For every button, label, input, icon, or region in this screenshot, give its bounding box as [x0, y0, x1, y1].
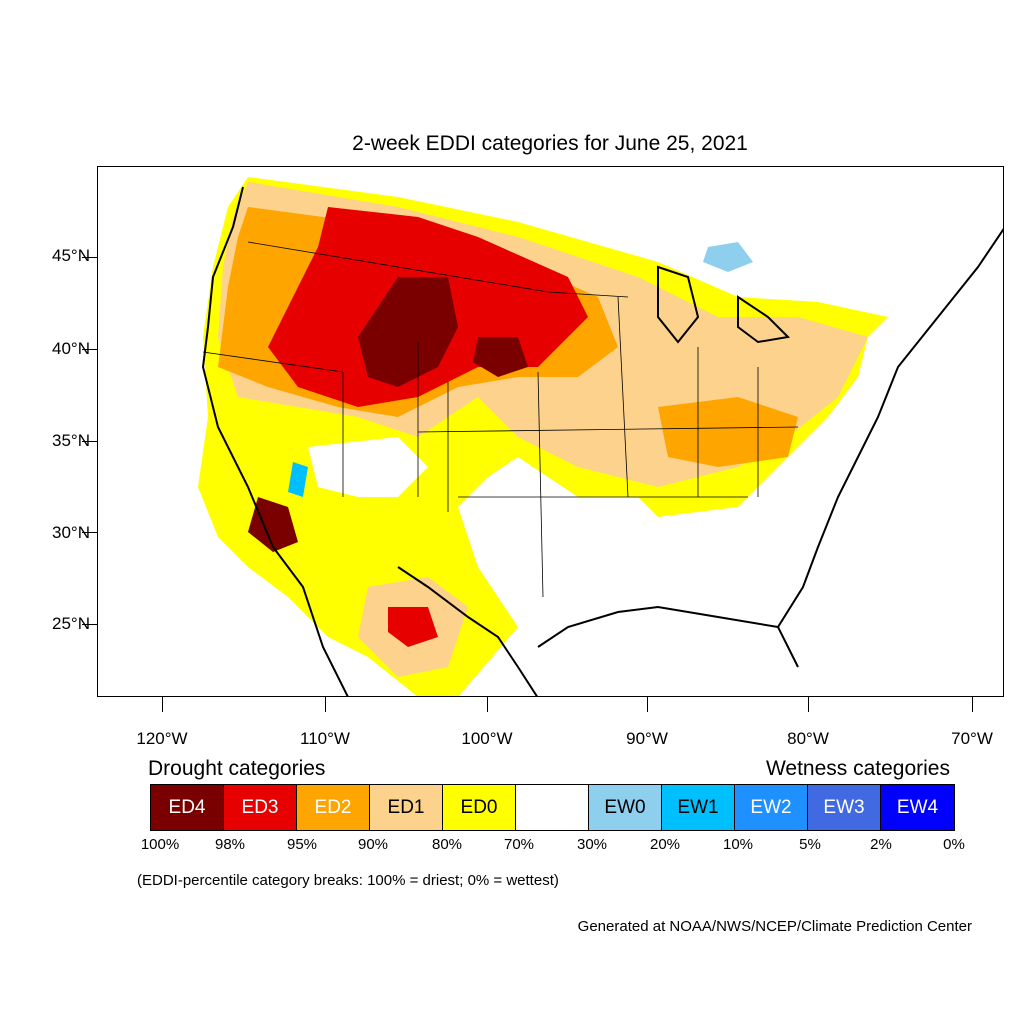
region-normal-south	[488, 497, 678, 637]
region-ed4-arizona	[248, 497, 298, 552]
y-tick-label: 35°N	[52, 431, 90, 450]
y-tick-label: 40°N	[52, 339, 90, 358]
legend-ew1: EW1	[662, 785, 735, 830]
y-tick	[82, 532, 97, 533]
percentile-label: 80%	[431, 836, 463, 853]
percentile-label: 20%	[649, 836, 681, 853]
y-tick	[82, 349, 97, 350]
percentile-label: 10%	[722, 836, 754, 853]
drought-categories-title: Drought categories	[148, 757, 326, 780]
x-tick	[162, 697, 163, 712]
legend-ew0: EW0	[589, 785, 662, 830]
y-tick-label: 25°N	[52, 614, 90, 633]
percentile-label: 2%	[870, 836, 892, 853]
percentile-label: 90%	[357, 836, 389, 853]
map-plot-area	[97, 166, 1004, 697]
region-ed3-texas	[388, 607, 438, 647]
legend-ed3: ED3	[224, 785, 297, 830]
legend-ed4: ED4	[151, 785, 224, 830]
category-legend: ED4 ED3 ED2 ED1 ED0 EW0 EW1 EW2 EW3 EW4	[150, 784, 955, 831]
x-tick-label: 120°W	[136, 729, 188, 748]
percentile-label: 0%	[943, 836, 965, 853]
region-ew1	[288, 462, 308, 497]
percentile-label: 100%	[140, 836, 180, 853]
y-tick	[82, 624, 97, 625]
legend-ew2: EW2	[735, 785, 808, 830]
legend-ed2: ED2	[297, 785, 370, 830]
x-tick	[647, 697, 648, 712]
category-breaks-note: (EDDI-percentile category breaks: 100% =…	[137, 872, 559, 889]
x-tick-label: 70°W	[951, 729, 993, 748]
percentile-label: 70%	[503, 836, 535, 853]
legend-ew4: EW4	[881, 785, 954, 830]
region-normal-southeast	[658, 497, 798, 607]
y-tick	[82, 257, 97, 258]
region-ed2-ohio	[658, 397, 798, 467]
wetness-categories-title: Wetness categories	[765, 757, 950, 780]
percentile-label: 98%	[214, 836, 246, 853]
percentile-label: 5%	[799, 836, 821, 853]
region-ew0	[703, 242, 753, 272]
x-tick-label: 100°W	[461, 729, 513, 748]
x-tick	[325, 697, 326, 712]
coastlines	[201, 186, 1003, 696]
x-tick	[487, 697, 488, 712]
x-tick-label: 110°W	[300, 729, 350, 748]
state-borders	[202, 241, 799, 598]
credit-line: Generated at NOAA/NWS/NCEP/Climate Predi…	[577, 918, 972, 935]
region-normal	[308, 437, 428, 497]
y-tick	[82, 441, 97, 442]
percentile-label: 95%	[286, 836, 318, 853]
map-title: 2-week EDDI categories for June 25, 2021	[352, 132, 748, 155]
x-tick-label: 90°W	[626, 729, 668, 748]
x-tick	[808, 697, 809, 712]
legend-ed0: ED0	[443, 785, 516, 830]
y-tick-label: 45°N	[52, 246, 90, 265]
legend-ew3: EW3	[808, 785, 881, 830]
y-tick-label: 30°N	[52, 523, 90, 542]
region-ed4	[358, 277, 458, 387]
region-ed4-dakota	[473, 337, 528, 377]
legend-ed1: ED1	[370, 785, 443, 830]
eddi-map	[198, 177, 1003, 696]
x-tick-label: 80°W	[787, 729, 829, 748]
legend-normal	[516, 785, 589, 830]
percentile-label: 30%	[576, 836, 608, 853]
x-tick	[972, 697, 973, 712]
